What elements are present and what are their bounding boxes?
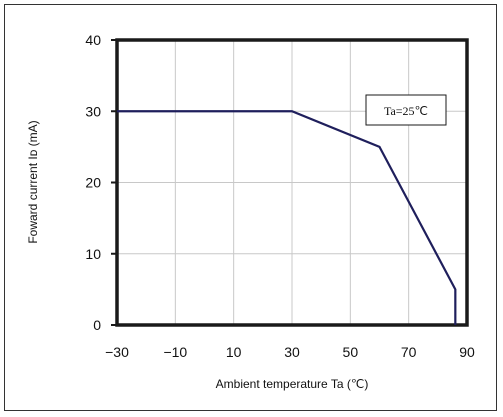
annotation-box-group: Ta=25℃ bbox=[365, 94, 447, 126]
y-tick-label: 40 bbox=[85, 32, 101, 48]
y-axis-label: Foward current Iᴅ (mA) bbox=[26, 120, 40, 243]
annotation-text: Ta=25℃ bbox=[384, 104, 428, 118]
y-tick-label: 10 bbox=[85, 246, 101, 262]
x-tick-label: 50 bbox=[343, 344, 359, 360]
x-axis-label: Ambient temperature Ta (℃) bbox=[216, 377, 369, 391]
series-group bbox=[117, 110, 457, 325]
x-tick-label: 70 bbox=[401, 344, 417, 360]
x-axis-ticks: −30 −10 10 30 50 70 90 bbox=[105, 344, 475, 360]
series-line bbox=[117, 110, 457, 325]
x-tick-label: −30 bbox=[105, 344, 129, 360]
y-tick-label: 20 bbox=[85, 175, 101, 191]
y-axis-ticks: 0 10 20 30 40 bbox=[85, 32, 117, 333]
x-tick-label: −10 bbox=[163, 344, 187, 360]
x-tick-label: 10 bbox=[226, 344, 242, 360]
chart-frame bbox=[4, 4, 497, 411]
grid-lines bbox=[117, 40, 467, 325]
y-tick-label: 0 bbox=[93, 317, 101, 333]
annotation-box bbox=[365, 94, 447, 126]
y-tick-label: 30 bbox=[85, 103, 101, 119]
x-tick-label: 90 bbox=[459, 344, 475, 360]
x-tick-label: 30 bbox=[284, 344, 300, 360]
